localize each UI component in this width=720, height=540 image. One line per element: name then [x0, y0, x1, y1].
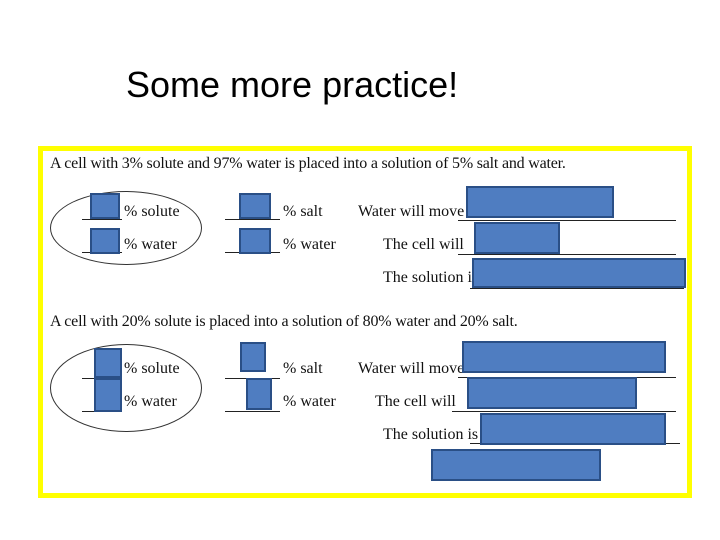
- answer-solution-is-label-2: The solution is: [383, 426, 479, 443]
- answer-box-extra-2[interactable]: [431, 449, 601, 481]
- cell-oval-1: [50, 191, 202, 265]
- blank-line: [458, 220, 676, 221]
- blank-line: [225, 411, 280, 412]
- answer-box-solution-water-2[interactable]: [246, 378, 272, 410]
- answer-cell-will-label-2: The cell will: [375, 393, 456, 410]
- cell-solute-label-1: % solute: [124, 203, 180, 220]
- problem-1-statement: A cell with 3% solute and 97% water is p…: [50, 155, 566, 172]
- cell-water-label-1: % water: [124, 236, 177, 253]
- answer-box-cell-water-2[interactable]: [94, 378, 122, 412]
- answer-box-solution-is-1[interactable]: [472, 258, 686, 288]
- answer-box-solution-salt-2[interactable]: [240, 342, 266, 372]
- blank-line: [470, 288, 684, 289]
- blank-line: [452, 411, 676, 412]
- cell-solute-label-2: % solute: [124, 360, 180, 377]
- answer-box-water-move-2[interactable]: [462, 341, 666, 373]
- cell-water-label-2: % water: [124, 393, 177, 410]
- solution-salt-label-1: % salt: [283, 203, 323, 220]
- solution-salt-label-2: % salt: [283, 360, 323, 377]
- answer-box-cell-will-2[interactable]: [467, 377, 637, 409]
- answer-box-water-move-1[interactable]: [466, 186, 614, 218]
- blank-line: [458, 254, 676, 255]
- answer-box-solution-is-2[interactable]: [480, 413, 666, 445]
- slide-title: Some more practice!: [126, 64, 459, 105]
- solution-water-label-2: % water: [283, 393, 336, 410]
- answer-solution-is-label-1: The solution is: [383, 269, 479, 286]
- cell-oval-2: [50, 344, 202, 432]
- answer-box-cell-water-1[interactable]: [90, 228, 120, 254]
- problem-2-statement: A cell with 20% solute is placed into a …: [50, 313, 518, 330]
- answer-box-solution-salt-1[interactable]: [239, 193, 271, 219]
- answer-box-cell-solute-1[interactable]: [90, 193, 120, 219]
- answer-water-move-label-2: Water will move: [358, 360, 465, 377]
- solution-water-label-1: % water: [283, 236, 336, 253]
- answer-box-cell-will-1[interactable]: [474, 222, 560, 254]
- blank-line: [82, 219, 122, 220]
- answer-box-solution-water-1[interactable]: [239, 228, 271, 254]
- answer-box-cell-solute-2[interactable]: [94, 348, 122, 378]
- answer-water-move-label-1: Water will move: [358, 203, 465, 220]
- blank-line: [225, 219, 280, 220]
- answer-cell-will-label-1: The cell will: [383, 236, 464, 253]
